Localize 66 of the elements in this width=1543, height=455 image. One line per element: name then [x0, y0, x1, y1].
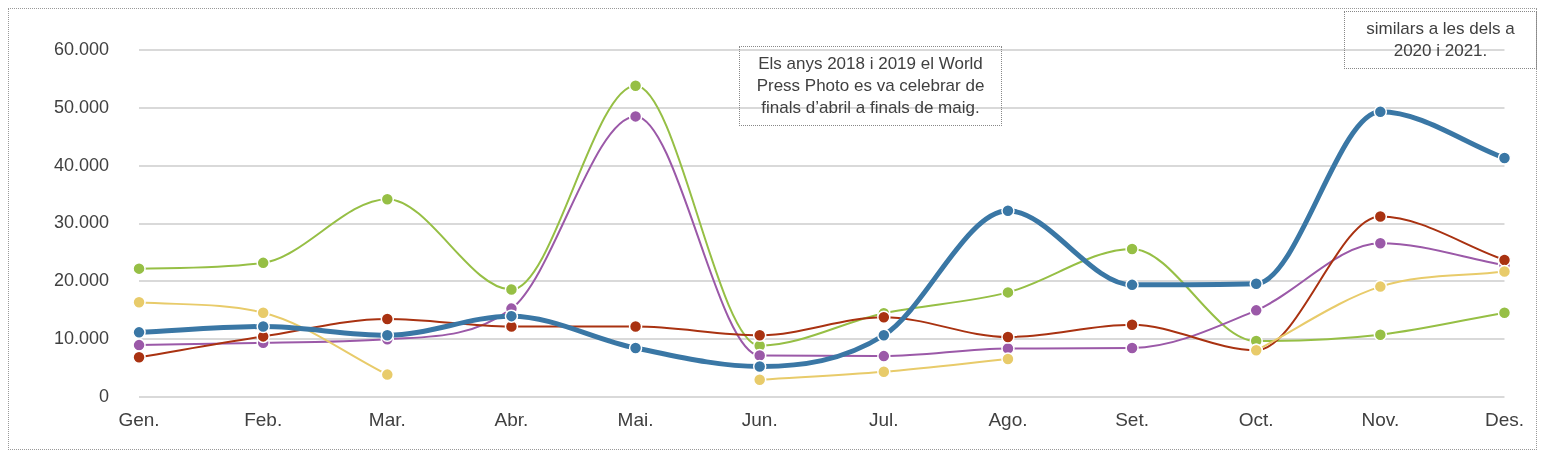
point [1001, 204, 1015, 218]
y-tick-label: 20.000 [53, 270, 110, 291]
x-tick-label: Set. [1115, 408, 1149, 430]
point [504, 282, 519, 297]
y-tick-label: 40.000 [53, 154, 110, 175]
point [132, 325, 146, 340]
y-tick-label: 50.000 [53, 96, 110, 117]
point [1249, 276, 1263, 291]
point [877, 349, 891, 363]
point [628, 341, 643, 355]
y-tick-label: 60.000 [53, 38, 110, 59]
point [752, 328, 767, 342]
point [132, 338, 146, 352]
point [380, 312, 395, 326]
point [1125, 318, 1139, 332]
point [1125, 341, 1139, 355]
point [1497, 305, 1512, 320]
x-tick-label: Jul. [869, 408, 899, 430]
point [1001, 352, 1015, 366]
point [1373, 236, 1388, 250]
x-tick-label: Oct. [1238, 408, 1274, 430]
point [1497, 151, 1512, 165]
x-tick-label: Jun. [741, 408, 778, 430]
point [1373, 105, 1388, 119]
point [752, 373, 767, 387]
point [132, 295, 146, 309]
point [752, 359, 767, 374]
x-tick-label: Des. [1484, 408, 1525, 430]
x-tick-label: Mai. [617, 408, 654, 430]
point [1125, 242, 1139, 256]
point [1497, 253, 1512, 267]
point [132, 350, 146, 364]
annotation: Els anys 2018 i 2019 el World Press Photo es va celebrar de finals d’abril a finals de maig. [739, 46, 1002, 126]
y-tick-label: 0 [99, 386, 110, 407]
x-tick-label: Gen. [118, 408, 160, 430]
point [132, 261, 146, 276]
point [1373, 327, 1388, 342]
point [877, 328, 891, 342]
point [380, 328, 395, 342]
x-tick-label: Abr. [494, 408, 529, 430]
point [877, 310, 891, 325]
point [1497, 264, 1512, 279]
point [752, 348, 767, 363]
y-tick-label: 30.000 [53, 212, 110, 233]
point [1001, 330, 1015, 344]
annotation: similars a les dels a 2020 i 2021. [1344, 11, 1537, 69]
x-tick-label: Nov. [1361, 408, 1400, 430]
point [1001, 285, 1015, 300]
point [380, 367, 395, 382]
point [1125, 278, 1139, 292]
point [1249, 303, 1263, 318]
point [1373, 209, 1388, 224]
y-tick-label: 10.000 [53, 328, 110, 349]
point [256, 256, 270, 270]
x-tick-label: Mar. [368, 408, 406, 430]
point [256, 319, 270, 334]
point [877, 364, 891, 379]
point [628, 319, 643, 334]
x-tick-label: Feb. [244, 408, 283, 430]
point [380, 192, 395, 206]
x-tick-label: Ago. [988, 408, 1028, 430]
point [628, 109, 643, 124]
point [504, 309, 519, 323]
point [628, 78, 643, 93]
point [1373, 279, 1388, 294]
point [256, 305, 270, 320]
